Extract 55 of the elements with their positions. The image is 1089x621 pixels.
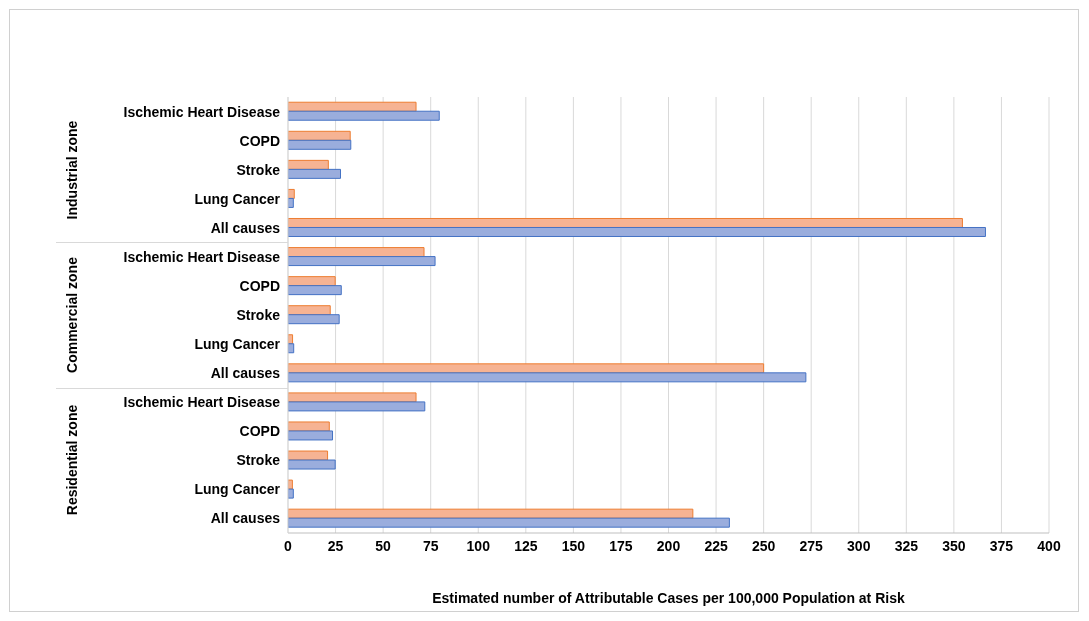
bar	[288, 256, 436, 267]
bar	[288, 139, 352, 150]
x-tick-label: 100	[466, 537, 491, 554]
x-tick-label: 325	[894, 537, 919, 554]
bar	[288, 110, 440, 121]
y-tick-label: All causes	[210, 365, 281, 382]
x-tick-label: 150	[561, 537, 586, 554]
y-tick-label: Stroke	[236, 161, 281, 178]
y-tick-label: Lung Cancer	[194, 336, 281, 353]
bar	[288, 430, 334, 441]
bar	[288, 459, 336, 470]
x-tick-label: 225	[704, 537, 728, 554]
y-tick-label: All causes	[210, 510, 281, 527]
x-tick-label: 125	[514, 537, 538, 554]
bar	[288, 218, 963, 228]
bar	[288, 285, 342, 296]
bar	[288, 314, 340, 325]
text: Commercial zone	[64, 257, 80, 373]
y-tick-label: Lung Cancer	[194, 190, 281, 207]
x-tick-label: 400	[1037, 537, 1061, 554]
y-tick-label: COPD	[239, 277, 280, 294]
bar	[288, 363, 765, 374]
y-tick-label: COPD	[239, 423, 280, 440]
y-tick-label: Lung Cancer	[194, 481, 281, 498]
text: Residential zone	[64, 405, 80, 516]
x-tick-label: 350	[942, 537, 966, 554]
x-tick-label: 175	[609, 537, 633, 554]
y-tick-label: Stroke	[236, 452, 281, 469]
bar	[288, 101, 417, 112]
bar	[288, 488, 294, 499]
bar	[288, 401, 426, 412]
bar	[288, 247, 425, 258]
bar	[288, 392, 417, 403]
x-tick-label: 0	[284, 537, 293, 554]
y-tick-label: All causes	[210, 219, 281, 236]
bar	[288, 517, 730, 528]
x-tick-label: 300	[847, 537, 871, 554]
bar	[288, 168, 342, 179]
bar	[288, 227, 986, 237]
x-axis-title: Estimated number of Attributable Cases per 100,000 Population at Risk	[432, 590, 905, 606]
x-tick-label: 50	[375, 537, 392, 554]
y-tick-label: Ischemic Heart Disease	[123, 248, 281, 265]
y-tick-label: Ischemic Heart Disease	[123, 394, 281, 411]
x-tick-label: 25	[327, 537, 344, 554]
y-tick-label: Stroke	[236, 306, 281, 323]
text: Industrial zone	[64, 120, 81, 220]
x-tick-label: 275	[799, 537, 824, 554]
x-tick-label: 375	[989, 537, 1014, 554]
y-tick-label: Ischemic Heart Disease	[123, 103, 281, 120]
x-tick-label: 75	[422, 537, 439, 554]
bar	[288, 508, 694, 519]
x-tick-label: 250	[751, 537, 776, 554]
bar	[288, 372, 807, 383]
y-tick-label: COPD	[239, 132, 280, 149]
x-tick-label: 200	[656, 537, 681, 554]
